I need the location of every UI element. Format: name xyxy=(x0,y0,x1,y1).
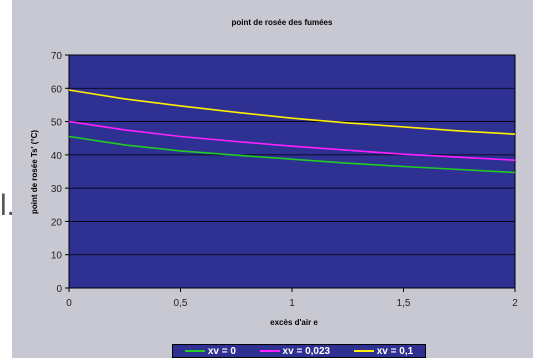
series-line-2 xyxy=(68,89,516,135)
x-tick-label: 1,5 xyxy=(397,298,411,309)
y-tick-label: 0 xyxy=(56,284,62,295)
legend-label: xv = 0,023 xyxy=(282,345,331,357)
y-tick-label: 30 xyxy=(51,184,63,195)
y-tick-label: 70 xyxy=(51,51,63,62)
legend-swatch xyxy=(259,350,280,352)
y-axis-label: point de rosée Ts' (°C) xyxy=(30,130,39,214)
x-tick-label: 2 xyxy=(512,298,518,309)
x-tick-label: 0 xyxy=(66,298,72,309)
series-line-1 xyxy=(68,120,516,161)
y-tick-label: 40 xyxy=(51,151,63,162)
series-lines xyxy=(68,89,516,174)
legend-swatch xyxy=(184,350,205,352)
side-glyph: l. xyxy=(0,189,15,222)
y-tick-label: 50 xyxy=(51,118,63,129)
y-tick-label: 10 xyxy=(51,251,63,262)
legend-swatch xyxy=(353,350,374,352)
x-tick-label: 0,5 xyxy=(174,298,188,309)
series-line-0 xyxy=(68,135,516,174)
y-tick-label: 20 xyxy=(51,217,63,228)
gridlines xyxy=(69,87,515,256)
x-tick-labels: 0 0,5 1 1,5 2 xyxy=(66,288,518,309)
chart-area: point de rosée des fumées 0 10 20 30 40 50 60 7… xyxy=(12,0,533,358)
legend-item-0: xv = 0 xyxy=(184,345,236,357)
y-tick-label: 60 xyxy=(51,84,63,95)
plot-background xyxy=(68,54,516,289)
legend-item-1: xv = 0,023 xyxy=(259,345,331,357)
x-axis-label: excès d'air e xyxy=(270,318,318,327)
chart-svg: point de rosée des fumées 01020304050607… xyxy=(30,18,518,327)
legend-item-2: xv = 0,1 xyxy=(353,345,414,357)
y-tick-labels: 0 10 20 30 40 50 60 70 xyxy=(51,51,69,295)
legend: xv = 0 xv = 0,023 xv = 0,1 xyxy=(172,344,426,358)
legend-label: xv = 0 xyxy=(207,345,236,357)
chart-title: point de rosée des fumées xyxy=(232,18,333,27)
x-tick-label: 1 xyxy=(289,298,295,309)
legend-label: xv = 0,1 xyxy=(376,345,414,357)
